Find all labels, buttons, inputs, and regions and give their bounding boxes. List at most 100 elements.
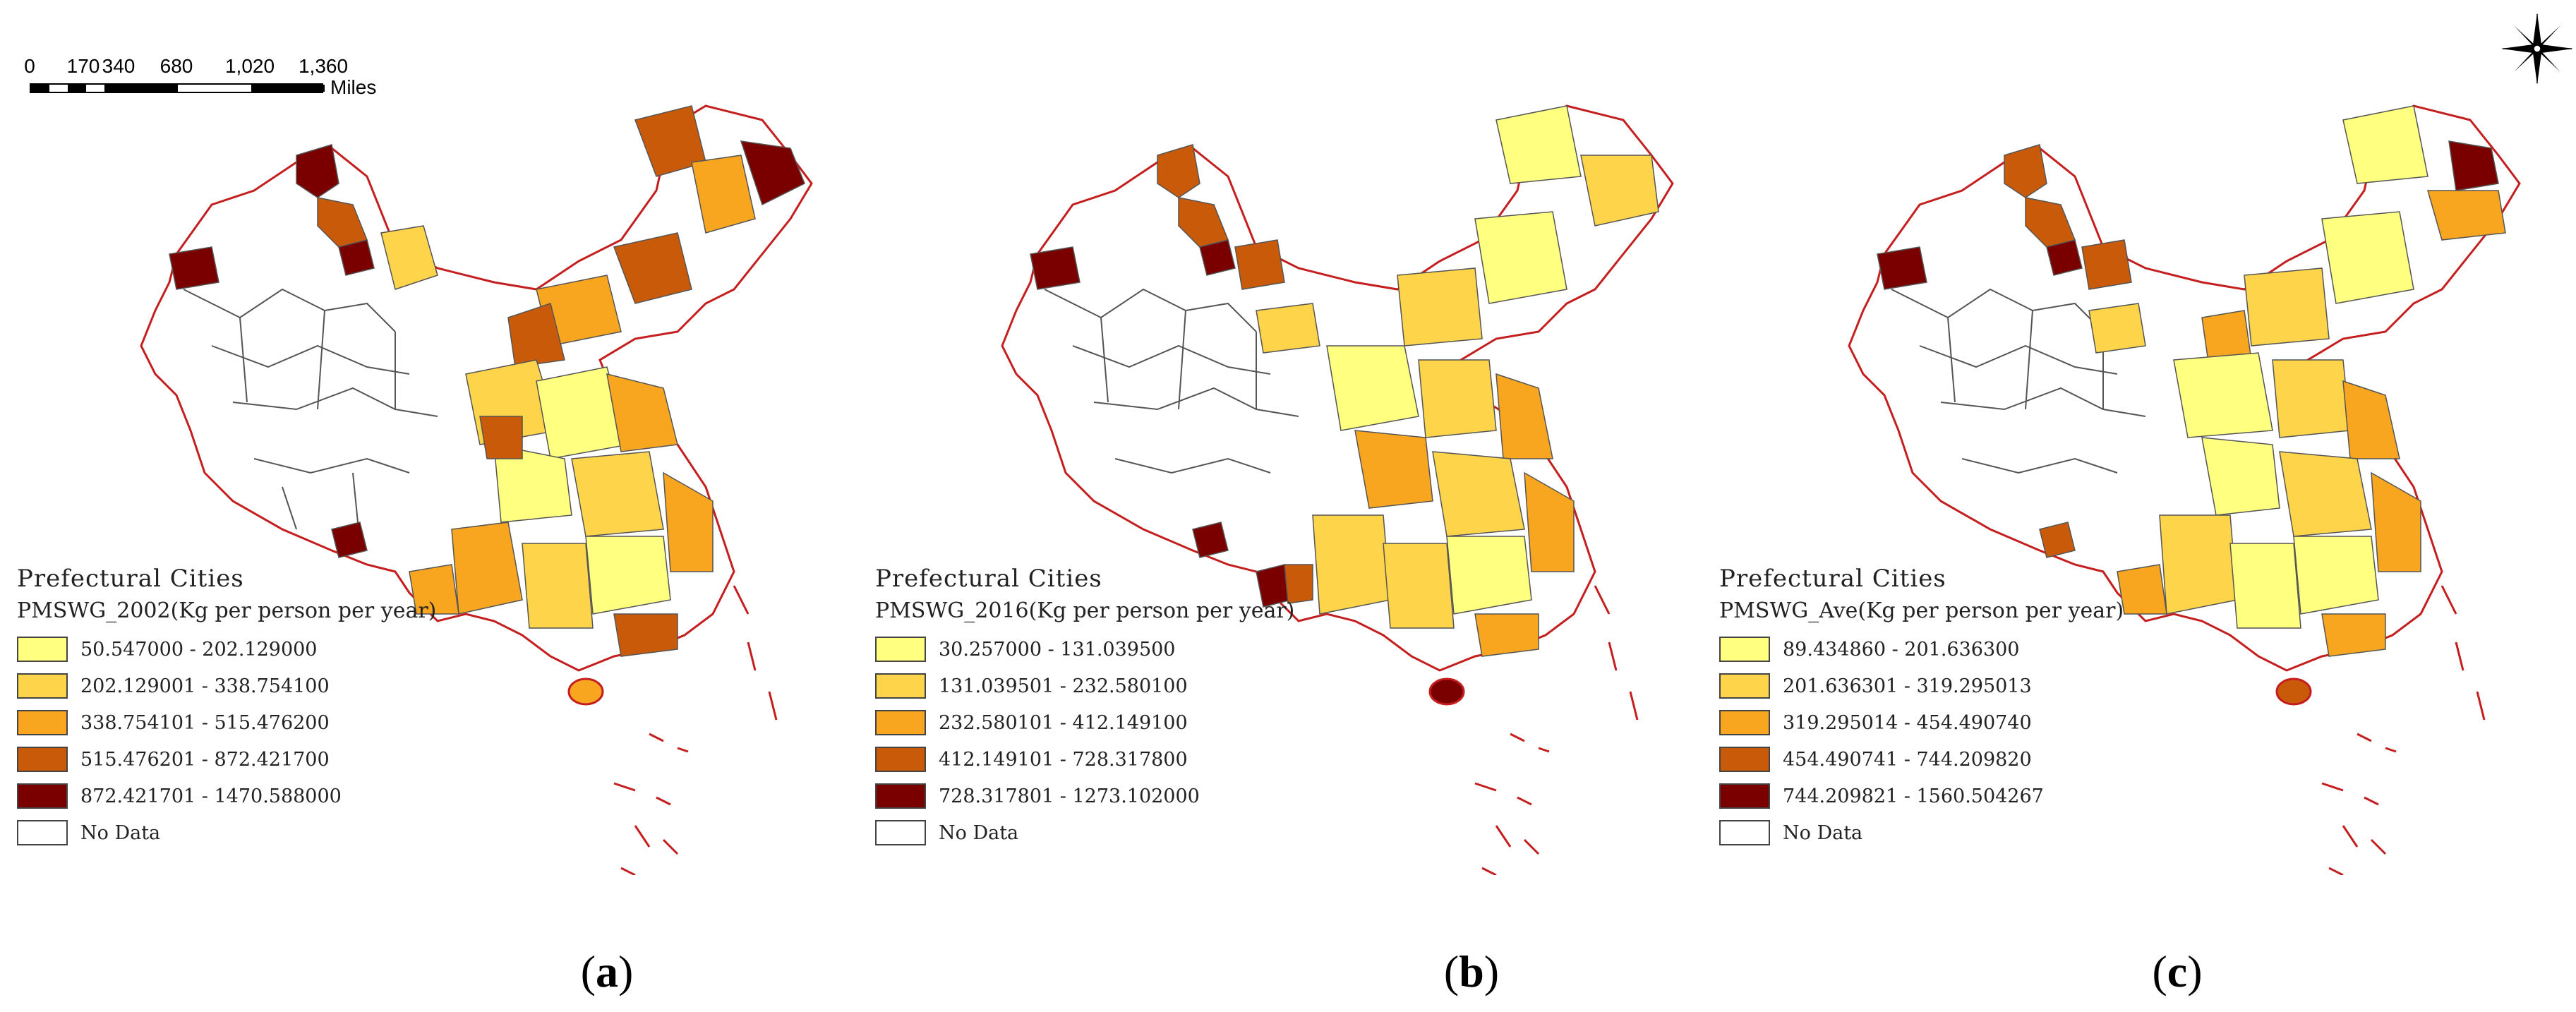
region-class5 xyxy=(1192,522,1229,558)
scale-tick-label: 680 xyxy=(160,55,193,77)
legend-swatch-class5 xyxy=(875,783,926,809)
legend-swatch-no-data xyxy=(1719,820,1770,845)
scale-bar-graphic xyxy=(30,83,325,93)
caption-letter: b xyxy=(1459,946,1484,996)
legend-row: 412.149101 - 728.317800 xyxy=(875,741,1369,778)
region-class3 xyxy=(2117,564,2167,615)
region-class3 xyxy=(1495,373,1553,459)
south-sea-islands xyxy=(1474,585,1639,875)
legend-label: 744.209821 - 1560.504267 xyxy=(1783,785,2044,807)
region-class5 xyxy=(338,239,375,276)
legend-row: 872.421701 - 1470.588000 xyxy=(17,778,511,814)
legend-row: 50.547000 - 202.129000 xyxy=(17,631,511,668)
china-choropleth-map-b xyxy=(1001,104,1674,875)
legend-label: 728.317801 - 1273.102000 xyxy=(939,785,1200,807)
legend-row: 744.209821 - 1560.504267 xyxy=(1719,778,2213,814)
legend-swatch-class2 xyxy=(875,673,926,699)
region-class4 xyxy=(507,303,565,368)
legend-swatch-class2 xyxy=(1719,673,1770,699)
region-class4 xyxy=(613,613,678,657)
region-class5 xyxy=(169,246,219,290)
region-class3 xyxy=(1354,430,1433,509)
region-class3 xyxy=(663,471,714,572)
legend-label: 338.754101 - 515.476200 xyxy=(80,711,330,734)
region-class2 xyxy=(1383,543,1455,629)
map-panel-c xyxy=(1708,78,2534,875)
legend-swatch-class1 xyxy=(875,637,926,662)
south-sea-islands xyxy=(2321,585,2486,875)
region-class5 xyxy=(2448,140,2499,191)
legend-swatch-class2 xyxy=(17,673,68,699)
caption-c: (c) xyxy=(2152,946,2202,998)
legend-swatch-class4 xyxy=(875,747,926,772)
region-class1 xyxy=(2321,211,2414,304)
scale-tick-label: 340 xyxy=(102,55,136,77)
region-class5 xyxy=(1877,246,1927,290)
region-class4 xyxy=(1234,239,1285,290)
region-class1 xyxy=(2173,352,2273,438)
legend-swatch-class3 xyxy=(17,710,68,735)
region-class1 xyxy=(2201,437,2280,516)
region-class5 xyxy=(1199,239,1236,276)
region-class5 xyxy=(740,140,805,206)
map-panel-b xyxy=(861,78,1687,875)
legend-label: 319.295014 - 454.490740 xyxy=(1783,711,2032,734)
china-choropleth-map-a xyxy=(140,104,813,875)
region-class4 xyxy=(1157,144,1200,198)
region-class2 xyxy=(522,543,594,629)
region-class1 xyxy=(2342,105,2428,184)
legend-label: 131.039501 - 232.580100 xyxy=(939,675,1188,697)
legend-swatch-class5 xyxy=(1719,783,1770,809)
legend-row: 515.476201 - 872.421700 xyxy=(17,741,511,778)
region-class4 xyxy=(2004,144,2047,198)
region-class4 xyxy=(1284,564,1313,604)
hainan-island xyxy=(1428,677,1465,706)
caption-paren: ) xyxy=(618,946,634,996)
legend-swatch-class4 xyxy=(17,747,68,772)
scale-tick-label: 0 xyxy=(24,55,35,77)
legend-row: 728.317801 - 1273.102000 xyxy=(875,778,1369,814)
legend-swatch-class5 xyxy=(17,783,68,809)
region-class3 xyxy=(1524,471,1575,572)
region-class5 xyxy=(331,522,368,558)
legend-row: 202.129001 - 338.754100 xyxy=(17,668,511,704)
region-class3 xyxy=(2427,190,2506,241)
legend-row: 201.636301 - 319.295013 xyxy=(1719,668,2213,704)
region-class2 xyxy=(1397,267,1483,347)
caption-paren: ) xyxy=(1483,946,1500,996)
legend-field: PMSWG_2016(Kg per person per year) xyxy=(875,598,1295,623)
region-class1 xyxy=(1326,345,1419,431)
legend-swatch-class1 xyxy=(1719,637,1770,662)
legend-field: PMSWG_Ave(Kg per person per year) xyxy=(1719,598,2124,623)
region-class3 xyxy=(409,564,459,615)
region-class1 xyxy=(2293,536,2379,615)
legend-b: Prefectural Cities PMSWG_2016(Kg per per… xyxy=(875,565,1369,851)
legend-title: Prefectural Cities xyxy=(875,565,1102,593)
caption-paren: ( xyxy=(580,946,596,996)
scale-tick-label: 170 xyxy=(66,55,100,77)
region-class2 xyxy=(1432,451,1525,537)
legend-label: 89.434860 - 201.636300 xyxy=(1783,638,2020,661)
legend-row: 89.434860 - 201.636300 xyxy=(1719,631,2213,668)
region-class3 xyxy=(2342,380,2400,459)
legend-row: 232.580101 - 412.149100 xyxy=(875,704,1369,741)
legend-a: Prefectural Cities PMSWG_2002(Kg per per… xyxy=(17,565,511,851)
region-class3 xyxy=(451,522,523,615)
caption-letter: a xyxy=(596,946,618,996)
region-class1 xyxy=(1446,536,1532,615)
region-class2 xyxy=(2279,451,2372,537)
legend-label: 201.636301 - 319.295013 xyxy=(1783,675,2032,697)
legend-row: 454.490741 - 744.209820 xyxy=(1719,741,2213,778)
legend-c: Prefectural Cities PMSWG_Ave(Kg per pers… xyxy=(1719,565,2213,851)
legend-swatch-class3 xyxy=(875,710,926,735)
region-class2 xyxy=(2272,359,2351,438)
south-sea-islands xyxy=(613,585,778,875)
region-class2 xyxy=(1580,155,1659,227)
legend-label: 202.129001 - 338.754100 xyxy=(80,675,330,697)
legend-label: 515.476201 - 872.421700 xyxy=(80,748,330,771)
legend-row: No Data xyxy=(17,814,511,851)
legend-swatch-class4 xyxy=(1719,747,1770,772)
legend-row: 131.039501 - 232.580100 xyxy=(875,668,1369,704)
legend-label: No Data xyxy=(80,821,161,844)
region-class3 xyxy=(2321,613,2386,657)
